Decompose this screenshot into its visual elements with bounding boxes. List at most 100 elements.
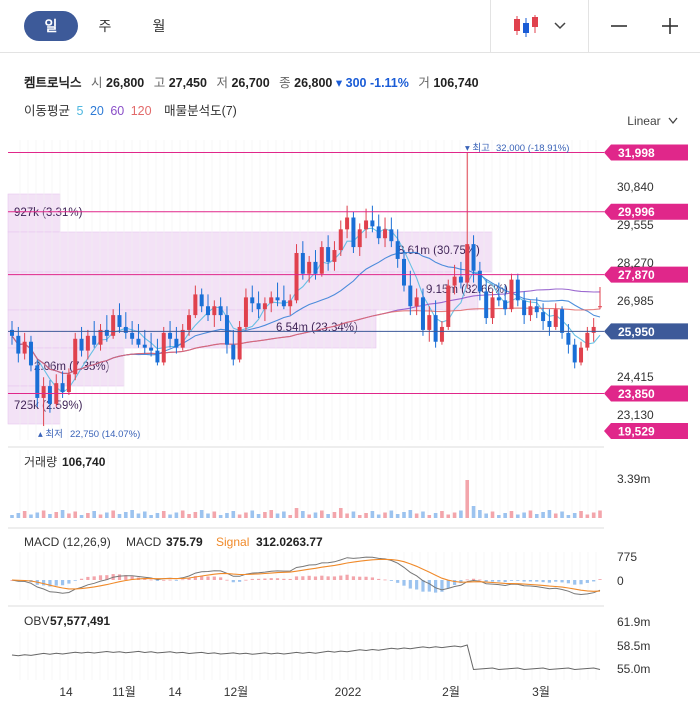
ma-60: 60: [110, 104, 125, 118]
volume-bar: [427, 515, 432, 518]
macd-histogram-bar: [250, 578, 254, 580]
volume-bar: [105, 512, 109, 518]
candle: [237, 326, 242, 360]
macd-histogram-bar: [35, 580, 39, 585]
volume-bar: [534, 514, 539, 518]
volume-bar: [370, 511, 375, 518]
macd-histogram-bar: [383, 579, 387, 581]
macd-histogram-bar: [155, 580, 160, 581]
candlestick-icon: [514, 15, 538, 37]
candle: [149, 347, 154, 351]
macd-histogram-bar: [54, 580, 58, 586]
candle: [104, 329, 109, 336]
candle: [383, 229, 388, 239]
macd-histogram-bar: [124, 575, 128, 580]
volume-bar: [421, 511, 425, 518]
volume-bar: [275, 513, 280, 518]
tab-monthly[interactable]: 월: [152, 18, 166, 34]
macd-histogram-bar: [535, 580, 539, 582]
macd-histogram-bar: [168, 579, 172, 581]
macd-histogram-bar: [181, 579, 185, 581]
tab-daily[interactable]: 일: [24, 11, 78, 41]
macd-histogram-bar: [162, 579, 166, 581]
moving-average-label: 이동평균: [24, 104, 71, 118]
macd-histogram-bar: [269, 578, 273, 580]
macd-histogram-bar: [136, 577, 141, 580]
macd-histogram-bar: [225, 579, 229, 581]
zoom-out-button[interactable]: [588, 0, 649, 52]
candle: [275, 297, 280, 301]
macd-histogram-bar: [143, 578, 147, 580]
zoom-in-button[interactable]: [640, 0, 700, 52]
candle: [490, 297, 495, 319]
candle: [591, 326, 596, 333]
obv-panel-value: 57,577,491: [50, 614, 110, 628]
volume-bar: [440, 511, 444, 518]
candle: [376, 226, 381, 239]
macd-value: 375.79: [166, 535, 203, 549]
macd-histogram-bar: [16, 580, 20, 582]
volume-bar: [86, 513, 90, 518]
obv-tick-label: 55.0m: [617, 662, 650, 676]
volume-bar: [572, 513, 577, 518]
plus-icon: [662, 18, 678, 34]
macd-histogram-bar: [149, 579, 153, 581]
macd-histogram-bar: [130, 576, 134, 580]
volume-profile-layer: 927k (3.31%) 8.61m (30.75%) 9.15m (32.66%)…: [7, 193, 508, 425]
volume-tick-label: 3.39m: [617, 472, 650, 486]
candle: [326, 247, 331, 262]
volume-bar: [484, 513, 488, 518]
volume-panel-label: 거래량: [24, 455, 57, 469]
volume-bar: [522, 512, 526, 518]
time-tick-label: 12월: [224, 685, 248, 699]
tab-weekly[interactable]: 주: [98, 18, 112, 34]
macd-histogram-bar: [282, 578, 286, 580]
scale-mode-selector[interactable]: Linear: [627, 114, 678, 128]
moving-average-layer: [11, 227, 601, 394]
volume-bar: [168, 514, 172, 518]
macd-histogram-bar: [73, 580, 77, 581]
macd-histogram-bar: [294, 576, 299, 580]
candle: [307, 261, 312, 274]
volume-bar: [326, 514, 330, 518]
macd-histogram-bar: [490, 580, 495, 582]
candle: [79, 338, 84, 351]
price-tick-label: 24,415: [617, 370, 654, 384]
grid-layer: [19, 140, 597, 440]
macd-histogram-bar: [364, 576, 368, 580]
price-tick-label: 23,130: [617, 408, 654, 422]
time-tick-label: 2월: [442, 685, 460, 699]
macd-histogram-bar: [193, 576, 197, 580]
macd-tick-label: 775: [617, 550, 637, 564]
candle: [433, 315, 438, 342]
candle: [41, 386, 46, 398]
chart-type-selector[interactable]: [490, 0, 587, 52]
volume-bar: [269, 510, 274, 518]
volume-bar: [414, 513, 419, 518]
ma-60-line: [11, 288, 601, 374]
indicator-legend[interactable]: 이동평균 5 20 60 120 매물분석도(7): [24, 100, 240, 119]
macd-histogram-bar: [434, 580, 438, 593]
macd-histogram-bar: [408, 580, 412, 589]
price-tag-label: 23,850: [618, 387, 655, 401]
volume-bar: [351, 511, 356, 518]
volume-profile-label: 6.54m (23.34%): [276, 322, 358, 334]
volume-bar: [503, 513, 507, 518]
candle-layer: [10, 152, 602, 427]
obv-tick-label: 58.5m: [617, 639, 650, 653]
candle: [22, 341, 27, 354]
candle: [364, 220, 369, 230]
macd-histogram-bar: [358, 576, 362, 580]
candle: [471, 244, 476, 271]
close-value: 26,800: [294, 76, 333, 90]
period-tab-bar: 일 주 월: [0, 0, 700, 53]
candle: [528, 306, 533, 316]
candle: [496, 297, 501, 301]
volume-bar: [206, 513, 210, 518]
candle: [54, 383, 59, 404]
macd-histogram-bar: [307, 575, 311, 580]
volume-bar: [307, 514, 311, 518]
candle: [547, 321, 552, 327]
candle: [553, 309, 558, 327]
stock-info-line: 켐트로닉스 시 26,800 고 27,450 저 26,700 종 26,80…: [24, 72, 479, 91]
